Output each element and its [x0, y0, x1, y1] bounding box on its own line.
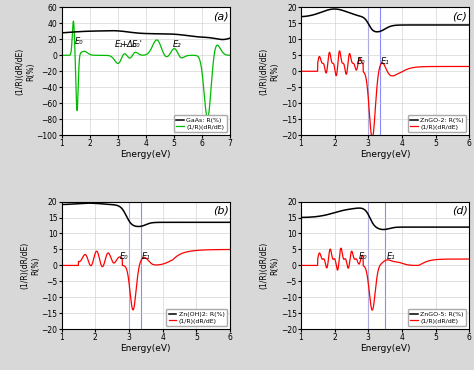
Text: E₀: E₀ — [359, 252, 367, 260]
Y-axis label: (1/R)(dR/dE)
R(%): (1/R)(dR/dE) R(%) — [260, 242, 279, 289]
X-axis label: Energy(eV): Energy(eV) — [120, 344, 171, 353]
X-axis label: Energy(eV): Energy(eV) — [360, 344, 410, 353]
Text: +Δ₀: +Δ₀ — [120, 40, 137, 49]
X-axis label: Energy(eV): Energy(eV) — [360, 150, 410, 159]
Text: E₁: E₁ — [142, 252, 150, 260]
Text: (a): (a) — [213, 11, 229, 21]
Text: (b): (b) — [213, 205, 229, 215]
Y-axis label: (1/R)(dR/dE)
R(%): (1/R)(dR/dE) R(%) — [21, 242, 40, 289]
X-axis label: Energy(eV): Energy(eV) — [120, 150, 171, 159]
Text: E₀: E₀ — [119, 252, 128, 260]
Text: E₁: E₁ — [115, 40, 124, 49]
Text: E₀: E₀ — [74, 37, 83, 46]
Text: E₁: E₁ — [387, 252, 395, 260]
Text: E₂: E₂ — [173, 40, 181, 49]
Text: E₀': E₀' — [132, 40, 143, 49]
Text: (c): (c) — [452, 11, 467, 21]
Text: E₁: E₁ — [381, 57, 390, 67]
Text: (d): (d) — [452, 205, 468, 215]
Legend: ZnGO-2: R(%), (1/R)(dR/dE): ZnGO-2: R(%), (1/R)(dR/dE) — [408, 115, 466, 132]
Legend: GaAs: R(%), (1/R)(dR/dE): GaAs: R(%), (1/R)(dR/dE) — [174, 115, 227, 132]
Legend: ZnGO-5: R(%), (1/R)(dR/dE): ZnGO-5: R(%), (1/R)(dR/dE) — [408, 309, 466, 326]
Legend: Zn(OH)2: R(%), (1/R)(dR/dE): Zn(OH)2: R(%), (1/R)(dR/dE) — [166, 309, 227, 326]
Text: E₀: E₀ — [356, 57, 365, 67]
Y-axis label: (1/R)(dR/dE)
R(%): (1/R)(dR/dE) R(%) — [260, 48, 279, 95]
Y-axis label: (1/R)(dR/dE)
R(%): (1/R)(dR/dE) R(%) — [16, 48, 35, 95]
